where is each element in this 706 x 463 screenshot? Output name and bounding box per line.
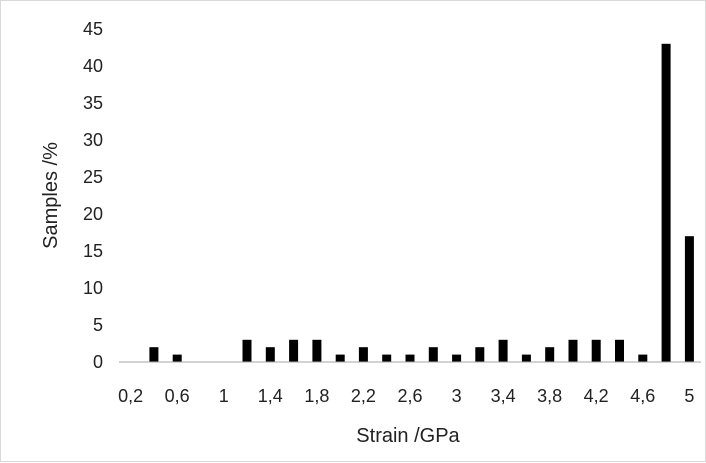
bar-3,6 [521,354,531,362]
bar-2,2 [358,347,368,362]
bar-3,4 [498,339,508,362]
bar-4,8 [661,43,671,363]
bar-4,2 [591,339,601,362]
bars-group [149,43,694,363]
x-axis-title: Strain /GPa [356,425,460,447]
bar-4,6 [638,354,648,362]
bar-0,4 [149,347,159,362]
y-tick-label: 5 [93,315,103,335]
y-tick-label: 40 [83,56,103,76]
bar-1,6 [289,339,299,362]
x-tick-labels: 0,2 0,6 1 1,4 1,8 2,2 2,6 3 3,4 3,8 4,2 4,6 5 [118,386,694,406]
bar-2,4 [382,354,392,362]
bar-3,2 [475,347,485,362]
y-tick-label: 20 [83,204,103,224]
bar-3,8 [545,347,555,362]
y-tick-label: 0 [93,352,103,372]
x-tick-label: 1 [219,386,229,406]
y-axis-title: Samples /% [40,142,62,249]
bar-1,4 [265,347,275,362]
x-tick-label: 3 [452,386,462,406]
y-tick-label: 30 [83,130,103,150]
y-tick-label: 35 [83,93,103,113]
bar-2 [335,354,345,362]
bar-1,2 [242,339,252,362]
x-tick-label: 0,2 [118,386,143,406]
bar-4,4 [615,339,624,362]
y-tick-label: 25 [83,167,103,187]
x-tick-label: 3,8 [537,386,562,406]
bar-2,6 [405,354,415,362]
y-tick-labels: 0 5 10 15 20 25 30 35 40 45 [83,19,103,372]
x-tick-label: 2,2 [351,386,376,406]
x-tick-label: 0,6 [165,386,190,406]
x-tick-label: 4,2 [584,386,609,406]
bar-0,6 [172,354,182,362]
x-tick-label: 1,4 [258,386,283,406]
y-tick-label: 45 [83,19,103,39]
bar-2,8 [428,347,438,362]
x-tick-label: 5 [684,386,694,406]
x-tick-label: 1,8 [304,386,329,406]
y-tick-label: 15 [83,241,103,261]
bar-3 [452,354,462,362]
bar-5 [684,236,694,362]
y-tick-label: 10 [83,278,103,298]
bar-4 [568,339,578,362]
bar-1,8 [312,339,322,362]
x-tick-label: 2,6 [397,386,422,406]
x-tick-label: 4,6 [630,386,655,406]
x-tick-label: 3,4 [491,386,516,406]
